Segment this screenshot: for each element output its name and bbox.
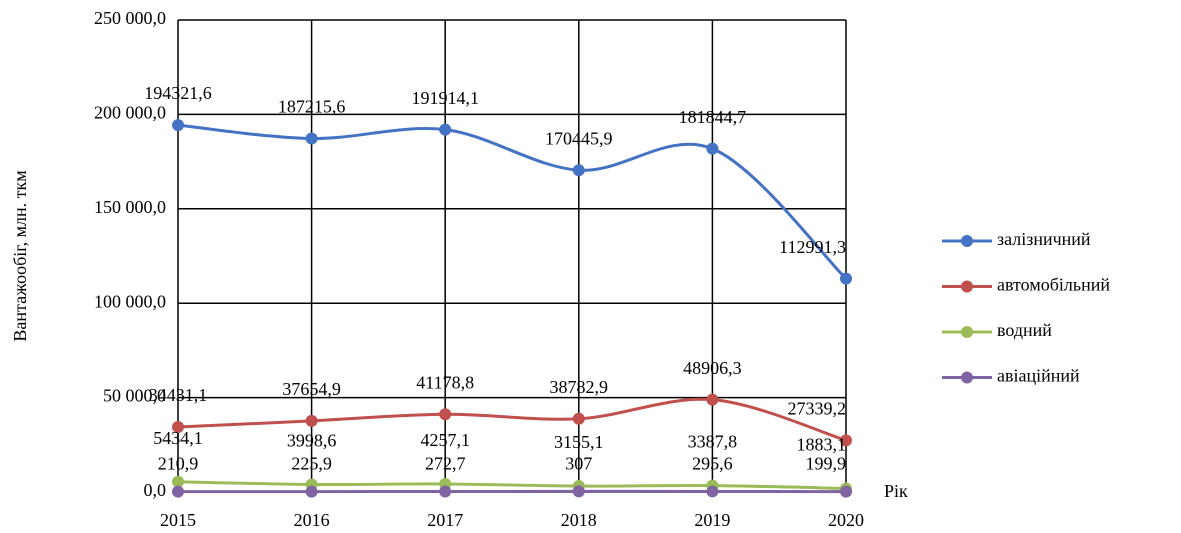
y-tick-label: 0,0: [144, 480, 167, 500]
x-tick-label: 2018: [561, 510, 597, 530]
point: [172, 485, 184, 498]
data-label: 1883,1: [797, 435, 847, 455]
data-label: 3155,1: [554, 432, 604, 452]
legend-label: автомобільний: [997, 275, 1110, 295]
legend-marker: [961, 280, 973, 293]
y-tick-label: 250 000,0: [94, 8, 166, 28]
data-label: 295,6: [692, 454, 733, 474]
point: [706, 485, 719, 498]
point: [439, 485, 452, 498]
data-label: 34431,1: [149, 385, 208, 405]
data-label: 307: [565, 454, 592, 474]
y-tick-label: 50 000,0: [103, 386, 166, 406]
data-label: 5434,1: [153, 428, 203, 448]
point: [840, 485, 852, 498]
data-label: 27339,2: [788, 399, 847, 419]
y-tick-label: 200 000,0: [94, 103, 166, 123]
data-label: 170445,9: [545, 128, 613, 148]
point: [840, 272, 852, 285]
data-label: 48906,3: [683, 358, 742, 378]
data-label: 112991,3: [779, 237, 846, 257]
y-tick-label: 100 000,0: [94, 291, 166, 311]
data-label: 225,9: [291, 454, 332, 474]
point: [172, 119, 184, 132]
legend-label: водний: [997, 320, 1052, 340]
legend-label: залізничний: [997, 229, 1091, 249]
x-tick-label: 2017: [427, 510, 463, 530]
data-label: 199,9: [806, 454, 847, 474]
data-label: 210,9: [158, 454, 199, 474]
point: [572, 485, 585, 498]
y-tick-label: 150 000,0: [94, 197, 166, 217]
data-label: 4257,1: [420, 430, 470, 450]
data-label: 38782,9: [550, 377, 609, 397]
data-label: 41178,8: [416, 372, 474, 392]
point: [439, 123, 452, 136]
data-label: 194321,6: [144, 83, 212, 103]
legend-marker: [961, 371, 973, 384]
x-tick-label: 2019: [694, 510, 730, 530]
point: [305, 485, 318, 498]
legend-marker: [961, 326, 973, 338]
y-axis-title: Вантажообіг, млн. ткм: [10, 170, 30, 341]
data-label: 3998,6: [287, 431, 337, 451]
point: [305, 132, 318, 145]
point: [706, 142, 719, 155]
x-tick-label: 2016: [294, 510, 330, 530]
x-axis-title: Рік: [884, 481, 908, 501]
point: [572, 164, 585, 177]
point: [439, 408, 452, 421]
point: [305, 414, 318, 427]
data-label: 181844,7: [679, 107, 747, 127]
series-line: [177, 397, 847, 442]
point: [706, 393, 719, 406]
point: [572, 412, 585, 425]
series-line: [177, 123, 848, 280]
data-label: 3387,8: [688, 432, 738, 452]
data-label: 272,7: [425, 454, 466, 474]
point: [172, 475, 184, 488]
point: [172, 420, 184, 433]
x-tick-label: 2015: [160, 510, 196, 530]
legend-label: авіаційний: [997, 366, 1080, 386]
data-label: 191914,1: [411, 88, 479, 108]
data-label: 187215,6: [278, 97, 346, 117]
series-line: [177, 480, 847, 490]
x-tick-label: 2020: [828, 510, 864, 530]
legend-marker: [961, 235, 973, 247]
data-label: 37654,9: [282, 379, 341, 399]
point: [840, 434, 852, 447]
